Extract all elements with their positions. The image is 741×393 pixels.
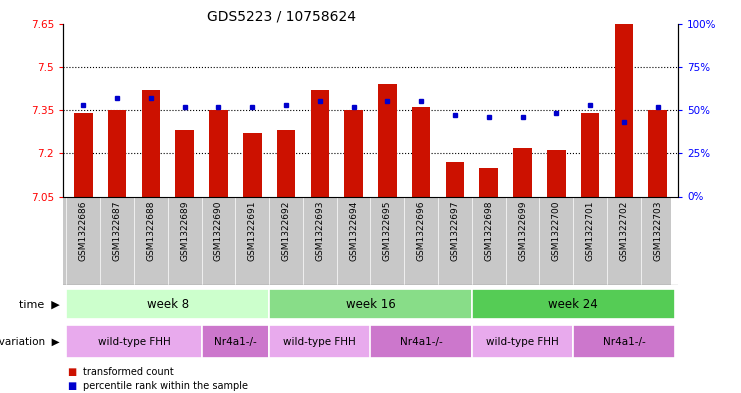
Text: GSM1322697: GSM1322697 bbox=[451, 201, 459, 261]
Text: Nr4a1-/-: Nr4a1-/- bbox=[214, 336, 256, 347]
Text: ■: ■ bbox=[67, 367, 76, 377]
Text: GSM1322691: GSM1322691 bbox=[247, 201, 256, 261]
Text: GSM1322698: GSM1322698 bbox=[485, 201, 494, 261]
Bar bbox=[107, 110, 127, 196]
Bar bbox=[142, 90, 160, 196]
Bar bbox=[472, 289, 674, 319]
Text: GSM1322690: GSM1322690 bbox=[214, 201, 223, 261]
Text: wild-type FHH: wild-type FHH bbox=[486, 336, 559, 347]
Bar bbox=[243, 133, 262, 196]
Text: Nr4a1-/-: Nr4a1-/- bbox=[602, 336, 645, 347]
Text: wild-type FHH: wild-type FHH bbox=[98, 336, 170, 347]
Bar bbox=[445, 162, 465, 196]
Bar bbox=[310, 90, 329, 196]
Text: GSM1322703: GSM1322703 bbox=[654, 201, 662, 261]
Bar bbox=[574, 325, 674, 358]
Text: GSM1322701: GSM1322701 bbox=[585, 201, 595, 261]
Text: week 8: week 8 bbox=[147, 298, 189, 311]
Bar bbox=[74, 113, 93, 196]
Bar bbox=[209, 110, 227, 196]
Text: GSM1322692: GSM1322692 bbox=[282, 201, 290, 261]
Text: time  ▶: time ▶ bbox=[19, 299, 59, 309]
Bar bbox=[202, 325, 269, 358]
Text: wild-type FHH: wild-type FHH bbox=[284, 336, 356, 347]
Bar bbox=[176, 130, 194, 196]
Text: GSM1322702: GSM1322702 bbox=[619, 201, 628, 261]
Bar bbox=[276, 130, 296, 196]
Text: GSM1322695: GSM1322695 bbox=[383, 201, 392, 261]
Text: Nr4a1-/-: Nr4a1-/- bbox=[400, 336, 442, 347]
Text: genotype/variation  ▶: genotype/variation ▶ bbox=[0, 336, 59, 347]
Text: GSM1322700: GSM1322700 bbox=[552, 201, 561, 261]
Bar bbox=[412, 107, 431, 196]
Text: transformed count: transformed count bbox=[83, 367, 173, 377]
Text: GSM1322696: GSM1322696 bbox=[416, 201, 425, 261]
Bar bbox=[581, 113, 599, 196]
Bar bbox=[614, 24, 634, 196]
Text: week 24: week 24 bbox=[548, 298, 598, 311]
Text: GSM1322694: GSM1322694 bbox=[349, 201, 358, 261]
Text: GSM1322699: GSM1322699 bbox=[518, 201, 527, 261]
Bar bbox=[547, 151, 565, 196]
Bar bbox=[67, 289, 269, 319]
Bar bbox=[479, 168, 498, 196]
Bar bbox=[269, 289, 472, 319]
Text: GDS5223 / 10758624: GDS5223 / 10758624 bbox=[207, 10, 356, 24]
Text: GSM1322686: GSM1322686 bbox=[79, 201, 87, 261]
Text: week 16: week 16 bbox=[345, 298, 396, 311]
Text: GSM1322693: GSM1322693 bbox=[316, 201, 325, 261]
Text: percentile rank within the sample: percentile rank within the sample bbox=[83, 381, 248, 391]
Bar bbox=[370, 325, 472, 358]
Bar bbox=[378, 84, 396, 196]
Text: GSM1322687: GSM1322687 bbox=[113, 201, 122, 261]
Text: GSM1322688: GSM1322688 bbox=[146, 201, 156, 261]
Bar bbox=[648, 110, 667, 196]
Bar bbox=[472, 325, 574, 358]
Text: GSM1322689: GSM1322689 bbox=[180, 201, 189, 261]
Bar bbox=[345, 110, 363, 196]
Bar bbox=[67, 325, 202, 358]
Bar bbox=[269, 325, 370, 358]
Text: ■: ■ bbox=[67, 381, 76, 391]
Bar bbox=[514, 147, 532, 196]
